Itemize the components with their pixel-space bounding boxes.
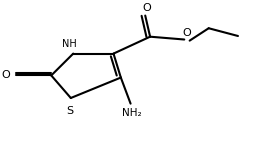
Text: S: S [66,106,73,116]
Text: O: O [142,3,151,13]
Text: O: O [183,28,192,38]
Text: NH₂: NH₂ [122,108,142,118]
Text: NH: NH [62,39,77,49]
Text: O: O [2,70,10,81]
